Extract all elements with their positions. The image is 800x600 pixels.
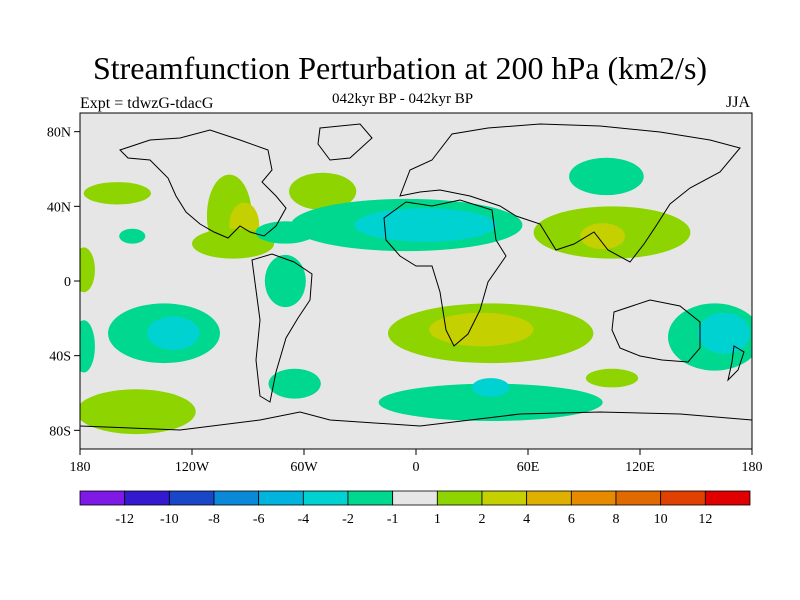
- contour-region-24: [378, 383, 603, 422]
- colorbar-label-10: 6: [568, 512, 575, 527]
- contour-region-4: [192, 228, 275, 259]
- contour-region-11: [569, 157, 644, 196]
- colorbar-swatch-2: [168, 490, 215, 506]
- colorbar-label-3: -6: [253, 512, 265, 527]
- colorbar: -12 -10 -8 -6 -4 -2 -1 1 2 4 6 8 10 12: [79, 490, 751, 527]
- contour-region-2: [83, 182, 151, 205]
- contour-region-14: [147, 316, 200, 351]
- africa-coastline: [383, 199, 507, 347]
- colorbar-swatch-3: [213, 490, 260, 506]
- new-zealand-coastline: [727, 345, 745, 382]
- colorbar-swatch-12: [615, 490, 662, 506]
- colorbar-label-6: -1: [387, 512, 399, 527]
- colorbar-label-4: -4: [297, 512, 309, 527]
- colorbar-swatch-7: [392, 490, 438, 506]
- colorbar-label-1: -10: [160, 512, 179, 527]
- contour-region-23: [80, 389, 196, 435]
- lon-tick-label-0: 180: [70, 460, 91, 475]
- colorbar-swatch-8: [436, 490, 483, 506]
- period-label: 042kyr BP - 042kyr BP: [332, 91, 474, 107]
- lat-tick-label-2: 0: [64, 275, 71, 290]
- colorbar-label-13: 12: [698, 512, 712, 527]
- contour-region-12: [264, 254, 306, 308]
- contour-region-7: [354, 208, 497, 242]
- lat-tick-label-1: 40N: [47, 200, 71, 215]
- lat-tick-label-4: 80S: [49, 424, 71, 439]
- lon-tick-label-5: 120E: [625, 460, 655, 475]
- colorbar-label-11: 8: [613, 512, 620, 527]
- lat-tick-label-3: 40S: [49, 350, 71, 365]
- colorbar-swatch-5: [302, 490, 349, 506]
- eurasia-coastline: [399, 123, 741, 263]
- lon-tick-label-1: 120W: [175, 460, 210, 475]
- lon-tick-label-3: 0: [413, 460, 420, 475]
- contour-region-15: [80, 320, 95, 373]
- contour-region-25: [472, 378, 510, 397]
- season-label: JJA: [726, 94, 751, 111]
- colorbar-label-5: -2: [342, 512, 354, 527]
- contour-region-10: [580, 223, 626, 250]
- contour-region-8: [255, 221, 316, 244]
- colorbar-swatch-9: [481, 490, 528, 506]
- contour-fills: [80, 157, 752, 435]
- contour-region-18: [429, 312, 534, 347]
- coastlines: [80, 123, 752, 431]
- colorbar-label-9: 4: [523, 512, 530, 527]
- lon-tick-label-6: 180: [742, 460, 763, 475]
- colorbar-swatch-0: [79, 490, 126, 506]
- contour-region-21: [585, 368, 639, 388]
- colorbar-swatch-6: [347, 490, 394, 506]
- australia-coastline: [611, 299, 701, 363]
- lat-tick-label-0: 80N: [47, 126, 71, 141]
- plot-title: Streamfunction Perturbation at 200 hPa (…: [92, 50, 708, 86]
- map-axes: 80N 40N 0 40S 80S 180 120W 60W 0 60E 120E 180: [47, 126, 763, 475]
- lon-tick-label-4: 60E: [517, 460, 540, 475]
- contour-region-5: [289, 172, 357, 211]
- lon-tick-label-2: 60W: [290, 460, 318, 475]
- colorbar-label-0: -12: [115, 512, 134, 527]
- colorbar-swatch-14: [704, 490, 751, 506]
- colorbar-swatch-1: [124, 490, 170, 506]
- colorbar-swatch-4: [258, 490, 304, 506]
- colorbar-label-12: 10: [654, 512, 668, 527]
- contour-region-20: [697, 312, 751, 354]
- colorbar-swatch-11: [570, 490, 617, 506]
- colorbar-swatch-13: [660, 490, 706, 506]
- colorbar-swatch-10: [526, 490, 572, 506]
- north-america-coastline: [119, 129, 287, 239]
- south-america-coastline: [251, 253, 313, 403]
- colorbar-label-8: 2: [479, 512, 486, 527]
- contour-region-3: [119, 228, 146, 244]
- antarctica-coastline: [80, 411, 752, 431]
- colorbar-label-7: 1: [434, 512, 441, 527]
- contour-region-16: [80, 247, 95, 293]
- experiment-label: Expt = tdwzG-tdacG: [80, 95, 214, 112]
- colorbar-label-2: -8: [208, 512, 220, 527]
- greenland-coastline: [317, 123, 373, 161]
- contour-region-22: [268, 368, 321, 399]
